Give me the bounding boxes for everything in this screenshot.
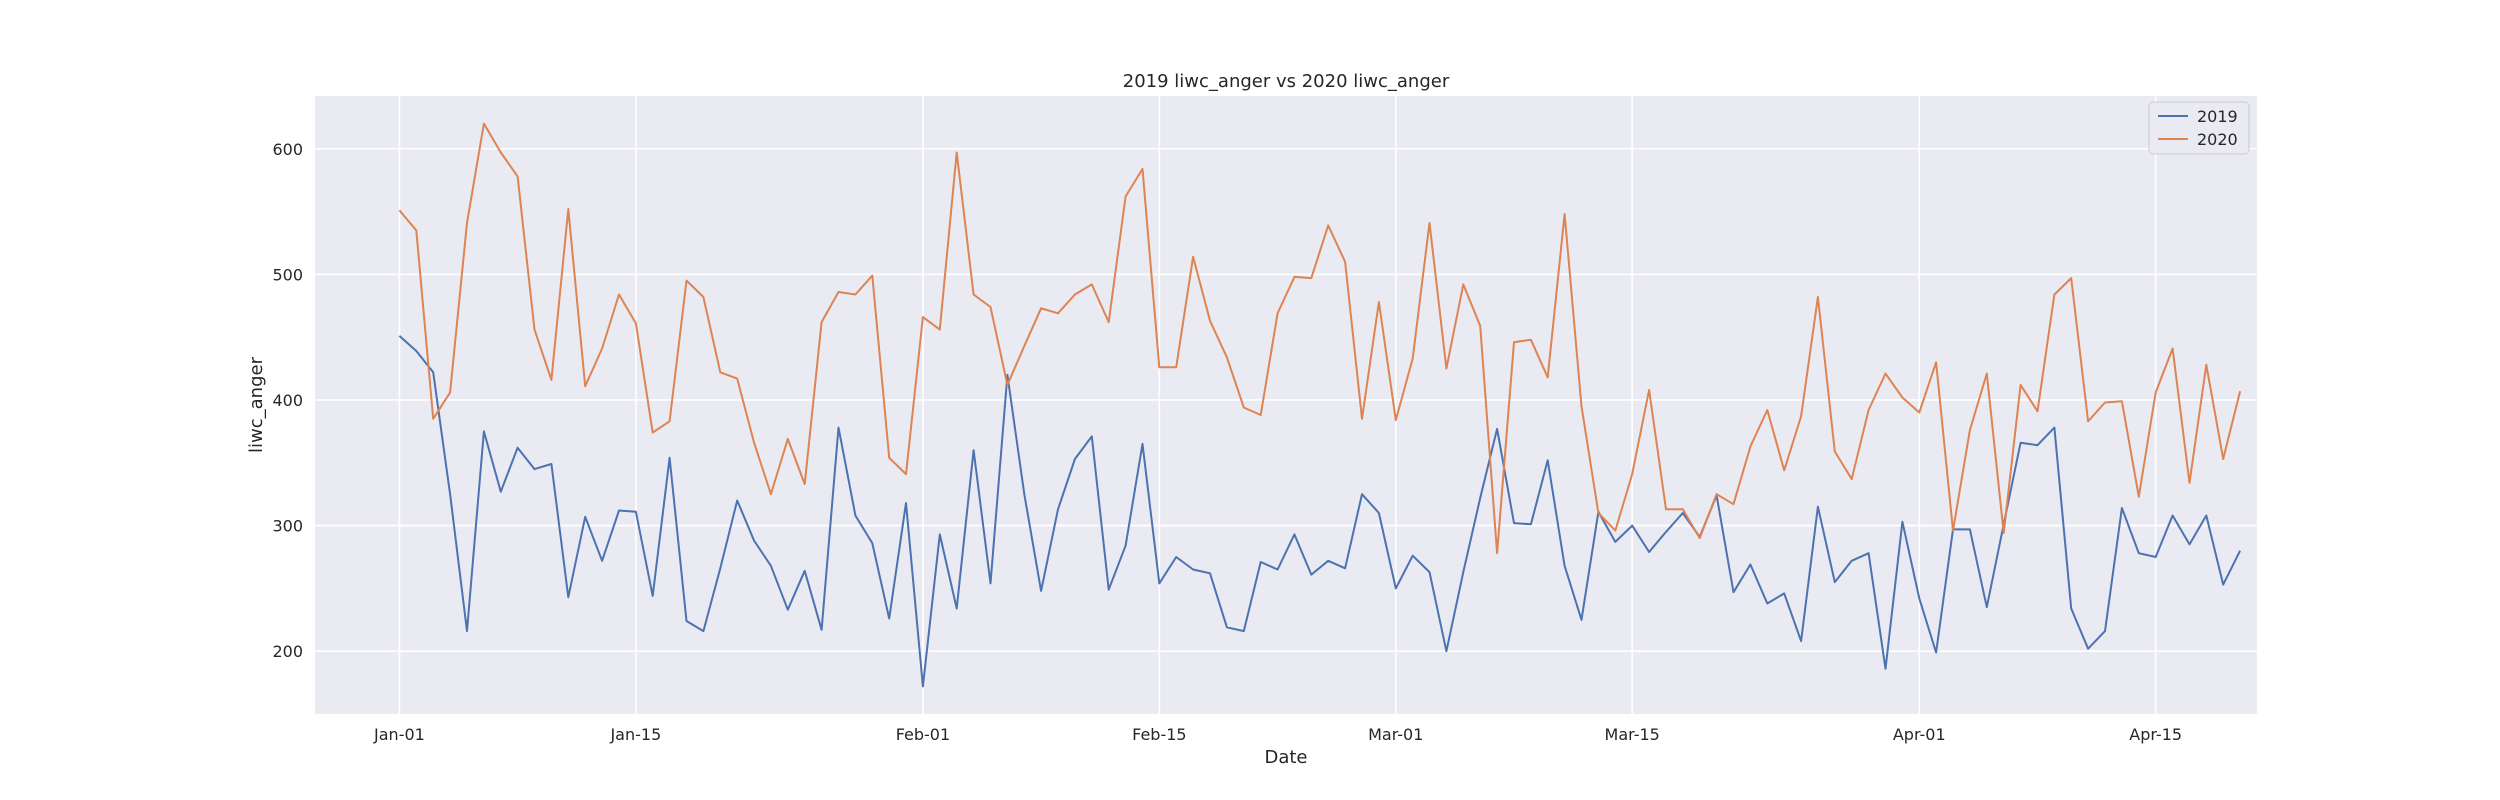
legend-label-2019: 2019	[2197, 107, 2238, 126]
x-tick-label: Apr-01	[1893, 725, 1946, 744]
x-tick-label: Feb-01	[896, 725, 950, 744]
series-lines	[398, 122, 2242, 688]
y-axis-ticks: 200 300 400 500 600	[272, 140, 303, 661]
y-tick-label: 300	[272, 517, 303, 536]
legend-label-2020: 2020	[2197, 130, 2238, 149]
y-tick-label: 200	[272, 642, 303, 661]
legend: 2019 2020	[2148, 101, 2250, 155]
x-axis-ticks: Jan-01 Jan-15 Feb-01 Feb-15 Mar-01 Mar-15 Apr-…	[373, 725, 2182, 744]
x-tick-label: Feb-15	[1132, 725, 1186, 744]
x-axis-label: Date	[1264, 747, 1307, 768]
y-tick-label: 400	[272, 391, 303, 410]
x-tick-label: Jan-01	[373, 725, 425, 744]
x-tick-label: Apr-15	[2129, 725, 2182, 744]
y-tick-label: 600	[272, 140, 303, 159]
series-line-2019	[398, 335, 2241, 688]
x-tick-label: Mar-01	[1368, 725, 1423, 744]
y-axis-label: liwc_anger	[246, 356, 267, 453]
x-tick-label: Mar-15	[1605, 725, 1660, 744]
y-tick-label: 500	[272, 265, 303, 284]
series-line-2020	[398, 122, 2242, 555]
plot-background	[315, 96, 2257, 714]
chart-title: 2019 liwc_anger vs 2020 liwc_anger	[1123, 71, 1450, 92]
x-tick-label: Jan-15	[609, 725, 661, 744]
